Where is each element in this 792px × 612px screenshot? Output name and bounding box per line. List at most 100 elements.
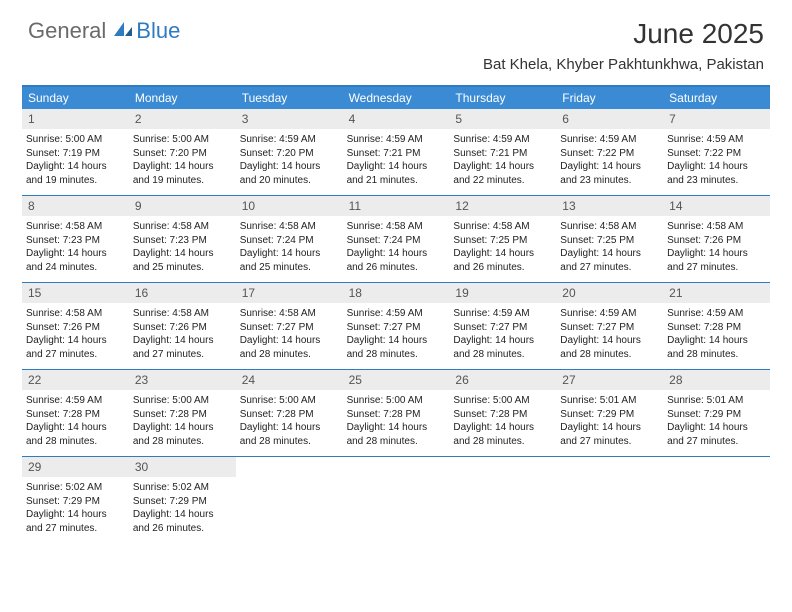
daylight-line: Daylight: 14 hours and 23 minutes. (560, 160, 659, 187)
sunset-line: Sunset: 7:28 PM (133, 408, 232, 422)
day-number: 26 (449, 370, 556, 390)
sunset-line: Sunset: 7:21 PM (453, 147, 552, 161)
sunrise-line: Sunrise: 4:58 AM (560, 220, 659, 234)
daylight-line: Daylight: 14 hours and 19 minutes. (133, 160, 232, 187)
day-number: 11 (343, 196, 450, 216)
day-header-cell: Thursday (449, 87, 556, 109)
daylight-line: Daylight: 14 hours and 24 minutes. (26, 247, 125, 274)
sunset-line: Sunset: 7:25 PM (560, 234, 659, 248)
daylight-line: Daylight: 14 hours and 22 minutes. (453, 160, 552, 187)
daylight-line: Daylight: 14 hours and 20 minutes. (240, 160, 339, 187)
daylight-line: Daylight: 14 hours and 23 minutes. (667, 160, 766, 187)
sunrise-line: Sunrise: 5:00 AM (133, 133, 232, 147)
daylight-line: Daylight: 14 hours and 27 minutes. (560, 421, 659, 448)
day-number: 22 (22, 370, 129, 390)
calendar-cell: 2Sunrise: 5:00 AMSunset: 7:20 PMDaylight… (129, 109, 236, 195)
daylight-line: Daylight: 14 hours and 28 minutes. (26, 421, 125, 448)
sunset-line: Sunset: 7:27 PM (453, 321, 552, 335)
day-header-cell: Tuesday (236, 87, 343, 109)
page-title: June 2025 (483, 18, 764, 50)
daylight-line: Daylight: 14 hours and 26 minutes. (453, 247, 552, 274)
calendar-cell: 10Sunrise: 4:58 AMSunset: 7:24 PMDayligh… (236, 196, 343, 282)
calendar-cell: . (343, 457, 450, 543)
day-number: 4 (343, 109, 450, 129)
calendar-cell: 9Sunrise: 4:58 AMSunset: 7:23 PMDaylight… (129, 196, 236, 282)
calendar-cell: . (663, 457, 770, 543)
sunrise-line: Sunrise: 4:59 AM (560, 307, 659, 321)
sunset-line: Sunset: 7:20 PM (240, 147, 339, 161)
daylight-line: Daylight: 14 hours and 28 minutes. (453, 421, 552, 448)
sunset-line: Sunset: 7:26 PM (26, 321, 125, 335)
sunrise-line: Sunrise: 5:01 AM (667, 394, 766, 408)
calendar-week: 22Sunrise: 4:59 AMSunset: 7:28 PMDayligh… (22, 370, 770, 457)
header: General Blue June 2025 Bat Khela, Khyber… (0, 0, 792, 77)
daylight-line: Daylight: 14 hours and 26 minutes. (133, 508, 232, 535)
sunset-line: Sunset: 7:21 PM (347, 147, 446, 161)
sunrise-line: Sunrise: 4:59 AM (453, 133, 552, 147)
sunrise-line: Sunrise: 4:59 AM (667, 133, 766, 147)
calendar-cell: 22 Sunrise: 4:59 AMSunset: 7:28 PMDayligh… (22, 370, 129, 456)
sunset-line: Sunset: 7:28 PM (26, 408, 125, 422)
sunset-line: Sunset: 7:28 PM (347, 408, 446, 422)
sunset-line: Sunset: 7:24 PM (347, 234, 446, 248)
sunrise-line: Sunrise: 4:59 AM (240, 133, 339, 147)
daylight-line: Daylight: 14 hours and 28 minutes. (133, 421, 232, 448)
daylight-line: Daylight: 14 hours and 28 minutes. (347, 421, 446, 448)
sunrise-line: Sunrise: 4:58 AM (240, 307, 339, 321)
sunrise-line: Sunrise: 4:59 AM (347, 307, 446, 321)
calendar-cell: 3 Sunrise: 4:59 AMSunset: 7:20 PMDaylight… (236, 109, 343, 195)
day-header-cell: Sunday (22, 87, 129, 109)
day-number: 3 (236, 109, 343, 129)
sunrise-line: Sunrise: 5:00 AM (26, 133, 125, 147)
calendar-cell: 4Sunrise: 4:59 AMSunset: 7:21 PMDaylight… (343, 109, 450, 195)
sunset-line: Sunset: 7:29 PM (667, 408, 766, 422)
location-subtitle: Bat Khela, Khyber Pakhtunkhwa, Pakistan (483, 56, 764, 73)
calendar-week: 1Sunrise: 5:00 AMSunset: 7:19 PMDaylight… (22, 109, 770, 196)
daylight-line: Daylight: 14 hours and 25 minutes. (240, 247, 339, 274)
day-number: 28 (663, 370, 770, 390)
sunset-line: Sunset: 7:23 PM (26, 234, 125, 248)
sunset-line: Sunset: 7:27 PM (560, 321, 659, 335)
title-block: June 2025 Bat Khela, Khyber Pakhtunkhwa,… (483, 18, 764, 73)
sunset-line: Sunset: 7:29 PM (133, 495, 232, 509)
day-number: 21 (663, 283, 770, 303)
daylight-line: Daylight: 14 hours and 27 minutes. (560, 247, 659, 274)
day-number: 9 (129, 196, 236, 216)
calendar-week: 15Sunrise: 4:58 AMSunset: 7:26 PMDayligh… (22, 283, 770, 370)
calendar-cell: 20Sunrise: 4:59 AMSunset: 7:27 PMDayligh… (556, 283, 663, 369)
sunset-line: Sunset: 7:25 PM (453, 234, 552, 248)
sunrise-line: Sunrise: 4:58 AM (347, 220, 446, 234)
day-number: 1 (22, 109, 129, 129)
calendar-cell: . (556, 457, 663, 543)
sunrise-line: Sunrise: 5:00 AM (133, 394, 232, 408)
day-number: 13 (556, 196, 663, 216)
sunrise-line: Sunrise: 4:58 AM (453, 220, 552, 234)
calendar-cell: 11Sunrise: 4:58 AMSunset: 7:24 PMDayligh… (343, 196, 450, 282)
sunset-line: Sunset: 7:20 PM (133, 147, 232, 161)
logo-text-blue: Blue (136, 18, 180, 44)
daylight-line: Daylight: 14 hours and 28 minutes. (240, 334, 339, 361)
calendar-cell: 21Sunrise: 4:59 AMSunset: 7:28 PMDayligh… (663, 283, 770, 369)
calendar-cell: 16Sunrise: 4:58 AMSunset: 7:26 PMDayligh… (129, 283, 236, 369)
sunrise-line: Sunrise: 4:59 AM (667, 307, 766, 321)
sunset-line: Sunset: 7:28 PM (453, 408, 552, 422)
sunset-line: Sunset: 7:28 PM (240, 408, 339, 422)
calendar-week: 29Sunrise: 5:02 AMSunset: 7:29 PMDayligh… (22, 457, 770, 543)
sunset-line: Sunset: 7:19 PM (26, 147, 125, 161)
daylight-line: Daylight: 14 hours and 27 minutes. (133, 334, 232, 361)
day-number: 16 (129, 283, 236, 303)
sunrise-line: Sunrise: 5:01 AM (560, 394, 659, 408)
calendar-cell: 29Sunrise: 5:02 AMSunset: 7:29 PMDayligh… (22, 457, 129, 543)
sunrise-line: Sunrise: 4:59 AM (26, 394, 125, 408)
daylight-line: Daylight: 14 hours and 28 minutes. (347, 334, 446, 361)
day-number: 8 (22, 196, 129, 216)
logo: General Blue (28, 18, 180, 44)
day-number: 15 (22, 283, 129, 303)
sunset-line: Sunset: 7:29 PM (26, 495, 125, 509)
day-number: 25 (343, 370, 450, 390)
sunrise-line: Sunrise: 4:58 AM (26, 307, 125, 321)
calendar-cell: 17Sunrise: 4:58 AMSunset: 7:27 PMDayligh… (236, 283, 343, 369)
sunrise-line: Sunrise: 5:02 AM (133, 481, 232, 495)
calendar-cell: 7Sunrise: 4:59 AMSunset: 7:22 PMDaylight… (663, 109, 770, 195)
sunset-line: Sunset: 7:29 PM (560, 408, 659, 422)
